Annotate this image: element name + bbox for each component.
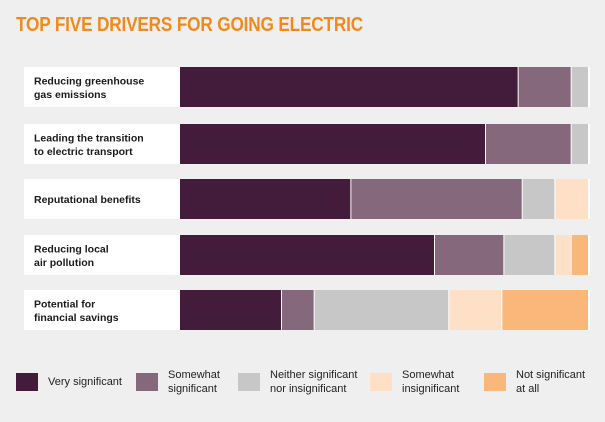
category-label: Reputational benefits (34, 194, 141, 206)
bar-segment (351, 179, 522, 219)
bar-segment (180, 235, 434, 275)
category-label: Reducing local air pollution (34, 243, 109, 269)
legend-item-very-significant: Very significant (16, 364, 122, 400)
legend-item-somewhat-insignificant: Somewhat insignificant (370, 364, 459, 400)
bar-segment (180, 179, 351, 219)
bar-segment (435, 235, 504, 275)
legend-label: Not significant at all (516, 369, 586, 395)
bar-segment (522, 179, 555, 219)
legend-swatch (16, 373, 38, 391)
bar-segment (314, 290, 449, 330)
category-label: Potential for financial savings (34, 298, 119, 324)
bar-segment (502, 290, 588, 330)
bar-segment (571, 235, 588, 275)
bar-segment (180, 67, 518, 107)
bar-segment (449, 290, 502, 330)
bar-segment (571, 67, 588, 107)
legend-label: Somewhat significant (168, 369, 220, 395)
bar-segment (555, 179, 588, 219)
category-label: Leading the transition to electric transp… (34, 132, 144, 158)
bar-segment (486, 124, 571, 164)
bar-segment (518, 67, 571, 107)
bar-segment (180, 290, 281, 330)
legend-item-somewhat-significant: Somewhat significant (136, 364, 220, 400)
bar-segment (571, 124, 588, 164)
chart-title: TOP FIVE DRIVERS FOR GOING ELECTRIC (16, 14, 363, 36)
category-label: Reducing greenhouse gas emissions (34, 75, 144, 101)
legend-label: Very significant (48, 376, 122, 388)
bar-segment (180, 124, 485, 164)
bar-segment (282, 290, 314, 330)
legend-label: Somewhat insignificant (402, 369, 460, 395)
legend-swatch (136, 373, 158, 391)
legend-swatch (484, 373, 506, 391)
legend-swatch (238, 373, 260, 391)
legend-label: Neither significant nor insignificant (270, 369, 358, 395)
bar-segment (504, 235, 555, 275)
legend-item-neither: Neither significant nor insignificant (238, 364, 357, 400)
legend-item-not-significant: Not significant at all (484, 364, 585, 400)
bar-segment (555, 235, 571, 275)
legend-swatch (370, 373, 392, 391)
